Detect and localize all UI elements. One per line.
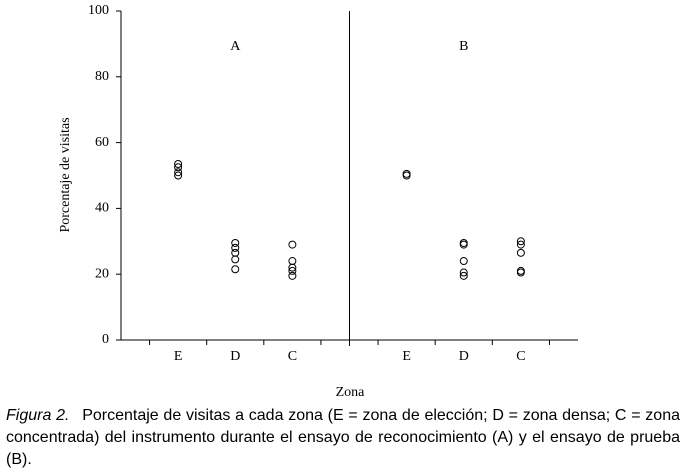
point: [459, 257, 468, 266]
point: [174, 168, 183, 177]
point: [516, 248, 525, 257]
x-axis-label: Zona: [336, 385, 366, 400]
point: [288, 240, 297, 249]
y-axis-label: Porcentaje de visitas: [58, 117, 73, 232]
x-tick-label: E: [402, 349, 411, 364]
point: [402, 171, 411, 180]
point: [402, 169, 411, 178]
x-tick-label: E: [174, 349, 183, 364]
y-tick-label: 80: [95, 69, 109, 84]
point: [231, 265, 240, 274]
point: [459, 271, 468, 280]
x-tick-label: D: [459, 349, 469, 364]
point: [516, 268, 525, 277]
point: [174, 159, 183, 168]
y-tick-label: 100: [88, 3, 109, 18]
point: [288, 266, 297, 275]
point: [288, 271, 297, 280]
x-tick-label: C: [288, 349, 297, 364]
y-tick-label: 20: [95, 266, 109, 281]
point: [231, 238, 240, 247]
point: [459, 238, 468, 247]
point: [231, 248, 240, 257]
point: [288, 263, 297, 272]
panel-label: A: [230, 39, 241, 54]
panel-label: B: [459, 39, 468, 54]
point: [459, 268, 468, 277]
y-tick-label: 60: [95, 135, 109, 150]
y-tick-label: 0: [102, 332, 109, 347]
x-tick-label: D: [230, 349, 240, 364]
point: [516, 266, 525, 275]
chart: Porcentaje de visitas Zona 0 20 40 60 80 100 A…: [58, 3, 578, 400]
x-tick-label: C: [516, 349, 525, 364]
caption: Figura 2. Porcentaje de visitas a cada z…: [6, 405, 680, 471]
caption-text: Porcentaje de visitas a cada zona (E = z…: [6, 407, 681, 468]
point: [174, 171, 183, 180]
y-tick-label: 40: [95, 201, 109, 216]
point: [288, 257, 297, 266]
point: [516, 237, 525, 246]
point: [231, 255, 240, 264]
point: [174, 163, 183, 172]
point: [231, 243, 240, 252]
caption-figure: Figura 2.: [6, 407, 70, 424]
point: [516, 240, 525, 249]
point: [459, 240, 468, 249]
